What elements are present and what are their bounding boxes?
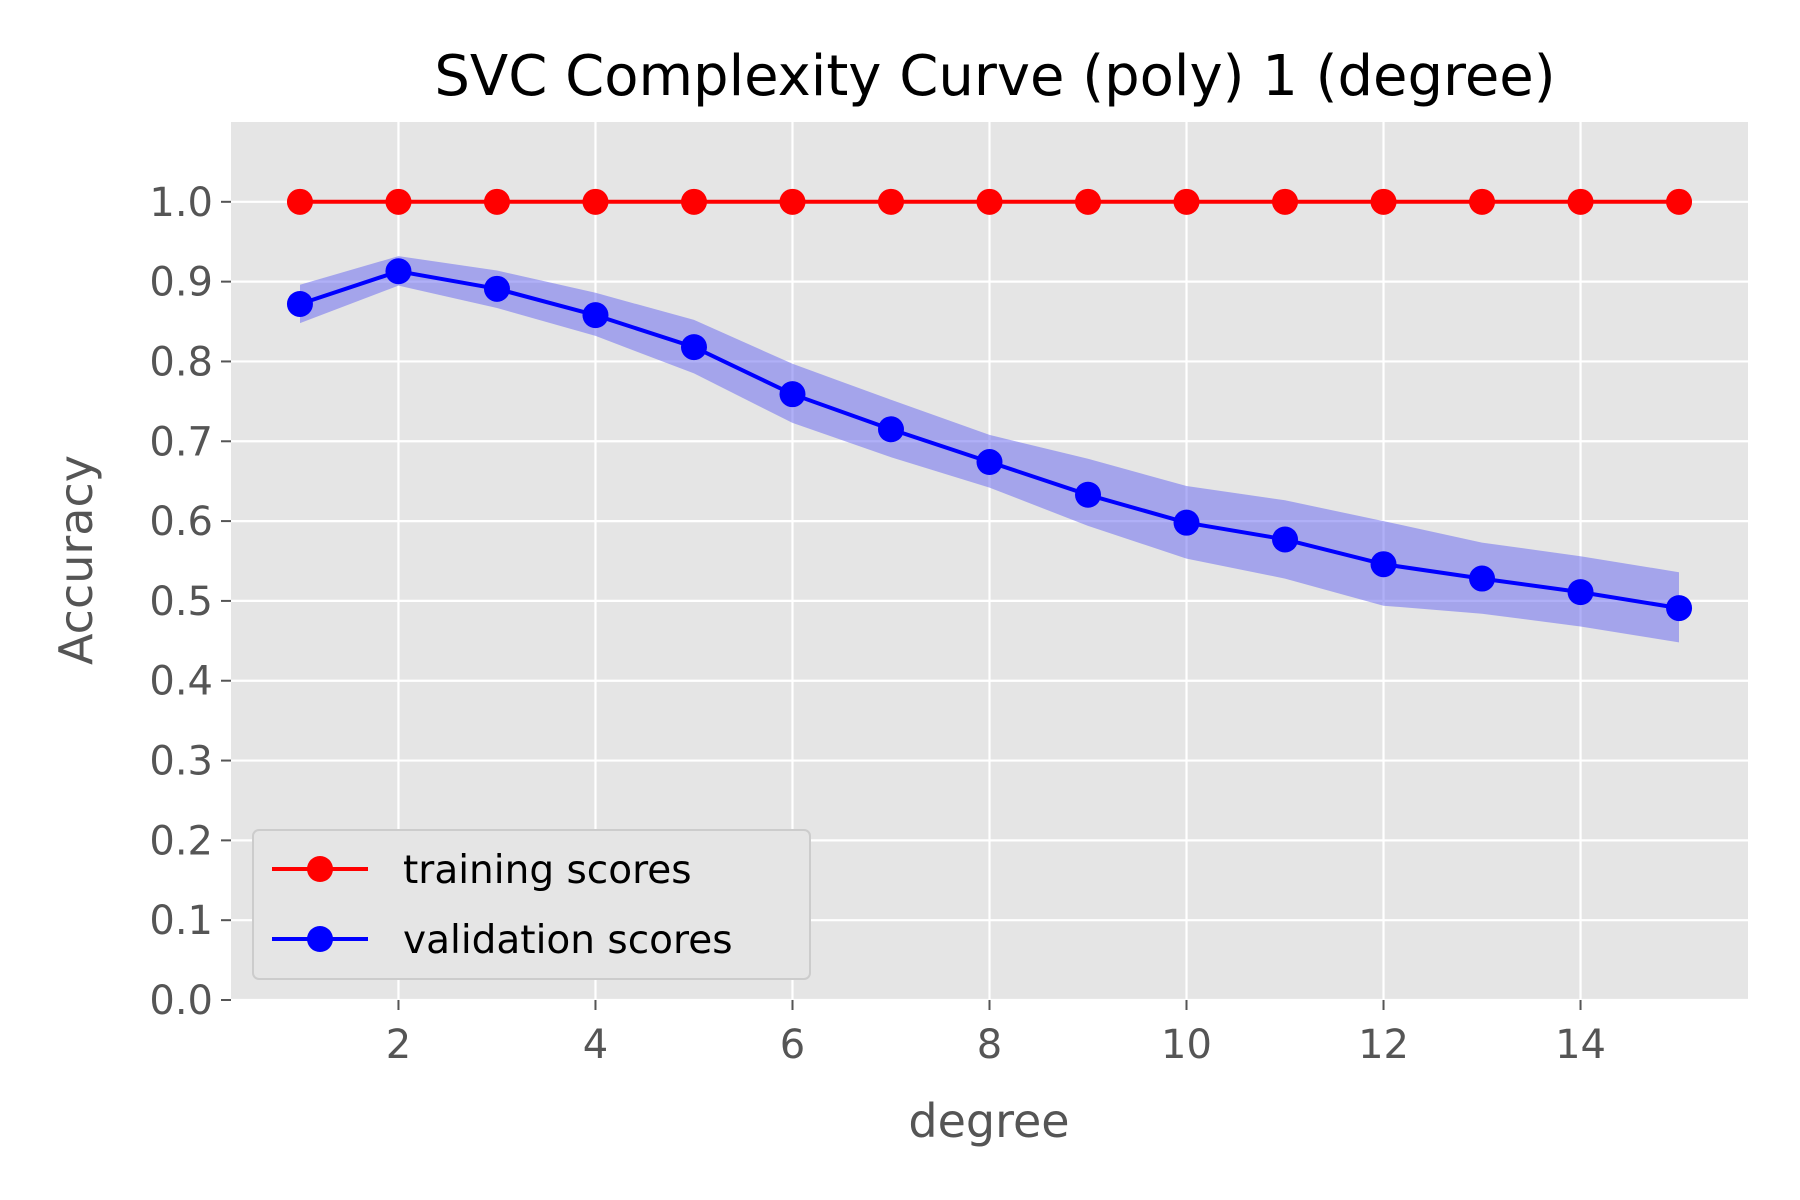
x-tick-label: 10	[1161, 1022, 1212, 1068]
data-point	[286, 290, 313, 317]
y-tick-label: 0.7	[149, 419, 213, 465]
data-point	[286, 188, 313, 215]
y-tick-label: 0.6	[149, 499, 213, 545]
x-tick-label: 8	[977, 1022, 1002, 1068]
legend-label: training scores	[403, 848, 692, 893]
x-tick-label: 14	[1555, 1022, 1606, 1068]
data-point	[1567, 188, 1594, 215]
data-point	[1567, 579, 1594, 606]
data-point	[1469, 188, 1496, 215]
y-tick-label: 0.8	[149, 339, 213, 385]
y-tick-label: 0.3	[149, 739, 213, 785]
y-tick-label: 0.9	[149, 260, 213, 306]
data-point	[1173, 509, 1200, 536]
x-tick-label: 2	[386, 1022, 411, 1068]
data-point	[385, 188, 412, 215]
data-point	[1666, 188, 1693, 215]
data-point	[877, 416, 904, 443]
data-point	[680, 334, 707, 361]
x-axis: 2 4 6 8 10 12 14	[386, 1000, 1606, 1068]
data-point	[1272, 188, 1299, 215]
legend: training scores validation scores	[252, 829, 811, 980]
y-axis-label: Accuracy	[49, 455, 103, 665]
data-point	[779, 381, 806, 408]
x-tick-label: 12	[1358, 1022, 1409, 1068]
chart-title: SVC Complexity Curve (poly) 1 (degree)	[434, 44, 1555, 109]
y-tick-label: 0.5	[149, 579, 213, 625]
y-tick-label: 0.0	[149, 978, 213, 1024]
data-point	[1370, 188, 1397, 215]
data-point	[877, 188, 904, 215]
data-point	[1469, 565, 1496, 592]
y-tick-label: 1.0	[149, 180, 213, 226]
data-point	[483, 188, 510, 215]
x-axis-label: degree	[908, 1094, 1069, 1148]
data-point	[1075, 481, 1102, 508]
data-point	[1173, 188, 1200, 215]
y-tick-label: 0.4	[149, 659, 213, 705]
data-point	[976, 188, 1003, 215]
x-tick-label: 6	[780, 1022, 805, 1068]
data-point	[976, 449, 1003, 476]
y-tick-label: 0.1	[149, 898, 213, 944]
x-tick-label: 4	[583, 1022, 608, 1068]
y-axis: 0.0 0.1 0.2 0.3 0.4 0.5 0.6 0.7 0.8 0.9 1.0	[149, 180, 231, 1024]
data-point	[779, 188, 806, 215]
legend-marker	[307, 926, 333, 952]
legend-label: validation scores	[403, 918, 733, 963]
legend-marker	[307, 856, 333, 882]
y-tick-label: 0.2	[149, 818, 213, 864]
data-point	[1370, 551, 1397, 578]
data-point	[483, 275, 510, 302]
series-points	[286, 188, 1693, 622]
data-point	[1272, 526, 1299, 553]
data-point	[1666, 595, 1693, 622]
data-point	[1075, 188, 1102, 215]
data-point	[385, 258, 412, 285]
data-point	[582, 188, 609, 215]
legend-box	[252, 829, 811, 980]
data-point	[680, 188, 707, 215]
data-point	[582, 302, 609, 329]
